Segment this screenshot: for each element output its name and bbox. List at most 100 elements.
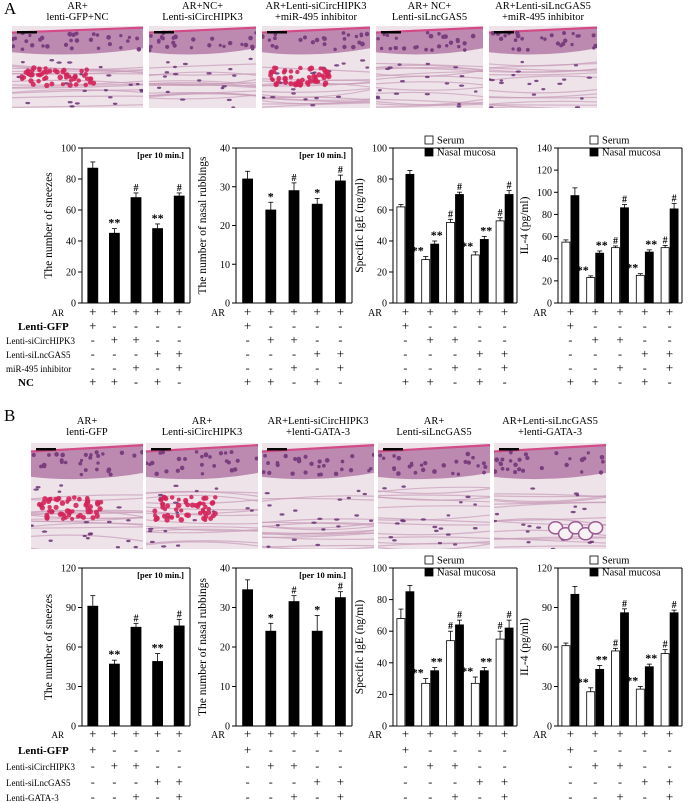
y-tick-label: 80 [542, 210, 552, 221]
epithelial-nucleus [309, 461, 314, 467]
red-blood-cell [293, 82, 298, 88]
significance-mark: # [338, 165, 343, 176]
treatment-mark: + [244, 304, 251, 319]
bar [430, 243, 440, 304]
bar [288, 601, 300, 727]
epithelial-nucleus [571, 32, 575, 36]
stromal-nucleus [291, 538, 297, 541]
epithelial-nucleus [508, 459, 513, 463]
treatment-mark: - [478, 743, 482, 757]
legend-swatch [589, 147, 599, 157]
significance-mark: * [314, 185, 320, 199]
epithelial-nucleus [520, 468, 526, 473]
treatment-mark: + [641, 346, 648, 361]
significance-mark: ** [431, 228, 443, 242]
epithelial-nucleus [83, 452, 88, 457]
epithelial-nucleus [413, 45, 418, 50]
bar [561, 241, 571, 304]
bar [586, 277, 596, 304]
epithelial-nucleus [333, 47, 337, 52]
treatment-mark: + [451, 789, 458, 803]
legend-label: Nasal mucosa [437, 568, 496, 579]
y-tick-label: 40 [66, 237, 76, 248]
epithelial-nucleus [509, 451, 513, 455]
epithelial-nucleus [95, 33, 100, 37]
treatment-mark: + [244, 742, 251, 757]
significance-mark: ** [412, 666, 424, 680]
red-blood-cell [67, 82, 73, 88]
epithelial-nucleus [367, 469, 371, 473]
image-title-line: Lenti-siLncGAS5 [392, 12, 467, 23]
bar [644, 666, 654, 727]
treatment-mark: + [616, 304, 623, 319]
stromal-nucleus [279, 513, 285, 516]
stromal-nucleus [494, 512, 500, 516]
stromal-nucleus [85, 537, 90, 540]
stroma-fibre [149, 90, 256, 97]
treatment-mark: - [246, 790, 250, 803]
epithelial-nucleus [342, 37, 347, 41]
y-tick-label: 90 [66, 603, 76, 614]
red-blood-cell [272, 69, 277, 74]
red-blood-cell [97, 506, 103, 512]
treatment-mark: - [403, 333, 407, 347]
treatment-mark: - [91, 759, 95, 773]
stromal-nucleus [526, 541, 531, 544]
significance-mark: # [134, 183, 139, 194]
histology-image [149, 26, 256, 108]
epithelial-nucleus [517, 457, 522, 462]
stroma-fibre [146, 528, 258, 534]
red-blood-cell [53, 504, 59, 510]
epithelial-nucleus [194, 450, 199, 454]
red-blood-cell [189, 494, 194, 500]
epithelial-nucleus [157, 39, 161, 44]
treatment-mark: + [154, 346, 161, 361]
treatment-mark: + [402, 374, 409, 389]
epithelial-nucleus [428, 33, 434, 39]
scale-bar [267, 448, 287, 451]
epithelial-nucleus [396, 455, 402, 461]
epithelial-nucleus [505, 467, 510, 472]
treatment-mark: - [668, 743, 672, 757]
treatment-mark: - [156, 743, 160, 757]
bar [570, 195, 580, 304]
treatment-mark: - [593, 775, 597, 789]
stromal-nucleus [126, 539, 131, 543]
treatment-mark: + [427, 304, 434, 319]
red-blood-cell [154, 516, 160, 522]
bar [130, 626, 142, 727]
stromal-nucleus [356, 489, 361, 493]
treatment-mark: + [290, 360, 297, 375]
epithelial-nucleus [333, 471, 339, 477]
treatment-mark: - [568, 775, 572, 789]
epithelial-nucleus [227, 40, 233, 46]
treatment-mark: + [641, 304, 648, 319]
epithelial-nucleus [243, 42, 249, 48]
bar [152, 661, 164, 727]
image-title-line: AR+ [67, 1, 88, 12]
stroma-fibre [378, 514, 490, 521]
red-blood-cell [184, 512, 189, 518]
treatment-mark: - [478, 759, 482, 773]
treatment-mark: + [89, 742, 96, 757]
treatment-mark: + [244, 318, 251, 333]
red-blood-cell [209, 500, 216, 506]
treatment-mark: - [618, 347, 622, 361]
treatment-mark: - [269, 790, 273, 803]
epithelial-nucleus [273, 32, 278, 37]
epithelial-nucleus [577, 34, 581, 38]
epithelial-nucleus [208, 455, 212, 459]
treatment-mark: + [666, 789, 673, 803]
epithelial-nucleus [376, 36, 380, 41]
red-blood-cell [306, 75, 312, 80]
treatment-mark: - [643, 743, 647, 757]
red-blood-cell [203, 514, 209, 520]
treatment-mark: + [290, 758, 297, 773]
y-axis-label: The number of sneezes [43, 172, 55, 279]
red-blood-cell [57, 74, 63, 81]
stromal-nucleus [176, 544, 181, 547]
y-tick-label: 30 [220, 603, 230, 614]
bar [311, 630, 323, 727]
stromal-nucleus [163, 529, 168, 533]
y-tick-label: 0 [547, 722, 552, 733]
